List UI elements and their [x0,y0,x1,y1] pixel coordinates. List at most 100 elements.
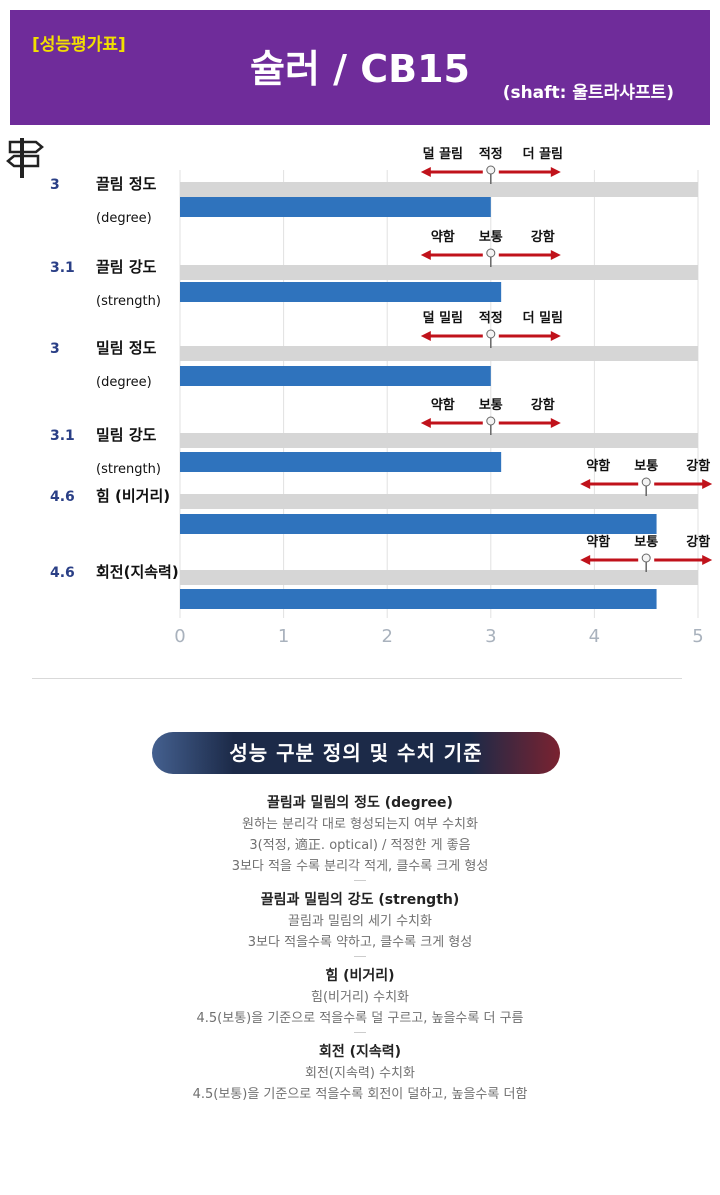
mid-label: 보통 [479,230,503,245]
page-title: 슐러 / CB15 [250,47,470,91]
pushpin-icon [486,165,496,184]
definition-line: 끌림과 밀림의 세기 수치화 [288,914,432,929]
left-arrowhead [420,418,431,428]
right-arrowhead [550,331,561,341]
scale-track [180,182,698,197]
definition-line: 3보다 적을수록 약하고, 클수록 크게 형성 [247,935,473,950]
scale-track [180,265,698,280]
pushpin-icon [486,416,496,435]
row-label: 힘 (비거리) [96,487,170,505]
scale-track [180,346,698,361]
value-bar [180,452,502,472]
score-label: 3 [50,341,60,357]
high-label: 강함 [686,458,710,474]
section-divider [32,678,682,679]
right-arrowhead [550,167,561,177]
left-arrowhead [420,331,431,341]
definition-line: 힘(비거리) 수치화 [311,990,409,1005]
value-bar [180,197,491,217]
value-bar [180,366,491,386]
value-bar [180,589,657,609]
signpost-icon [6,138,44,178]
row-label: 끌림 정도 [96,175,157,193]
chart-row: 4.6 회전(지속력) 약함 보통 강함 [50,534,713,609]
right-arrowhead [550,250,561,260]
left-arrowhead [420,167,431,177]
score-label: 3.1 [50,260,75,276]
pushpin-head [486,329,496,339]
pushpin-icon [486,329,496,348]
score-label: 3 [50,177,60,193]
chart-row: 3 끌림 정도 (degree) 덜 끌림 적정 더 끌림 [50,146,698,226]
right-arrowhead [702,479,713,489]
scale-track [180,570,698,585]
definition-line: 3보다 적을 수록 분리각 적게, 클수록 크게 형성 [231,859,489,874]
scale-track [180,494,698,509]
definition-line: 4.5(보통)을 기준으로 적을수록 회전이 덜하고, 높을수록 더함 [192,1087,528,1102]
mid-label: 적정 [479,310,503,326]
scale-track [180,433,698,448]
header-tag: [성능평가표] [32,35,126,55]
pushpin-head [641,553,651,563]
row-sublabel: (degree) [96,375,152,390]
definition-title: 끌림과 밀림의 강도 (strength) [260,892,460,908]
pushpin-head [641,477,651,487]
right-arrowhead [702,555,713,565]
value-bar [180,282,502,302]
pushpin-head [486,165,496,175]
x-tick-label: 1 [278,626,289,647]
x-tick-label: 3 [485,626,496,647]
x-tick-label: 2 [381,626,392,647]
definition-title: 끌림과 밀림의 정도 (degree) [267,795,453,811]
definition-line: 회전(지속력) 수치화 [305,1066,415,1081]
definition-title: 힘 (비거리) [325,968,395,984]
value-bar [180,514,657,534]
low-label: 약함 [586,534,610,550]
low-label: 약함 [586,458,610,474]
mid-label: 보통 [479,398,503,413]
chart-row: 3 밀림 정도 (degree) 덜 밀림 적정 더 밀림 [50,310,698,390]
high-label: 강함 [531,397,555,413]
chart-row: 3.1 끌림 강도 (strength) 약함 보통 강함 [50,229,698,309]
score-label: 4.6 [50,565,75,581]
pushpin-icon [641,553,651,572]
mid-label: 보통 [634,459,658,474]
x-tick-label: 5 [692,626,703,647]
score-label: 4.6 [50,489,75,505]
mid-label: 보통 [634,535,658,550]
definition-spin: 회전 (지속력) 회전(지속력) 수치화 4.5(보통)을 기준으로 적을수록 … [60,1041,660,1105]
left-arrowhead [420,250,431,260]
mid-label: 적정 [479,146,503,162]
low-label: 약함 [431,229,455,245]
high-label: 더 끌림 [523,146,563,162]
definition-title: 회전 (지속력) [318,1044,402,1060]
right-arrowhead [550,418,561,428]
high-label: 강함 [686,534,710,550]
low-label: 약함 [431,397,455,413]
low-label: 덜 끌림 [423,146,463,162]
pushpin-icon [641,477,651,496]
row-sublabel: (strength) [96,462,161,477]
definition-line: 3(적정, 適正. optical) / 적정한 게 좋음 [249,838,471,853]
pushpin-head [486,416,496,426]
definition-line: 원하는 분리각 대로 형성되는지 여부 수치화 [242,817,478,832]
left-arrowhead [580,555,591,565]
definitions-list: 끌림과 밀림의 정도 (degree) 원하는 분리각 대로 형성되는지 여부 … [60,792,660,1113]
high-label: 더 밀림 [523,310,563,326]
row-label: 밀림 정도 [96,339,157,357]
section-title: 성능 구분 정의 및 수치 기준 [152,732,560,774]
row-label: 밀림 강도 [96,426,157,444]
row-label: 회전(지속력) [96,563,179,581]
chart-row: 4.6 힘 (비거리) 약함 보통 강함 [50,458,713,534]
chart-row: 3.1 밀림 강도(strength)약함 보통 강함 [50,397,698,477]
definition-separator [354,956,366,957]
x-tick-label: 4 [589,626,600,647]
pushpin-head [486,248,496,258]
x-tick-label: 0 [174,626,185,647]
performance-chart: 3 끌림 정도(degree)덜 끌림 적정 더 끌림3.1 끌림 강도(strengt… [50,146,713,647]
high-label: 강함 [531,229,555,245]
definition-line: 4.5(보통)을 기준으로 적을수록 덜 구르고, 높을수록 더 구름 [196,1011,524,1026]
definition-separator [354,880,366,881]
low-label: 덜 밀림 [423,310,463,326]
row-sublabel: (strength) [96,294,161,309]
